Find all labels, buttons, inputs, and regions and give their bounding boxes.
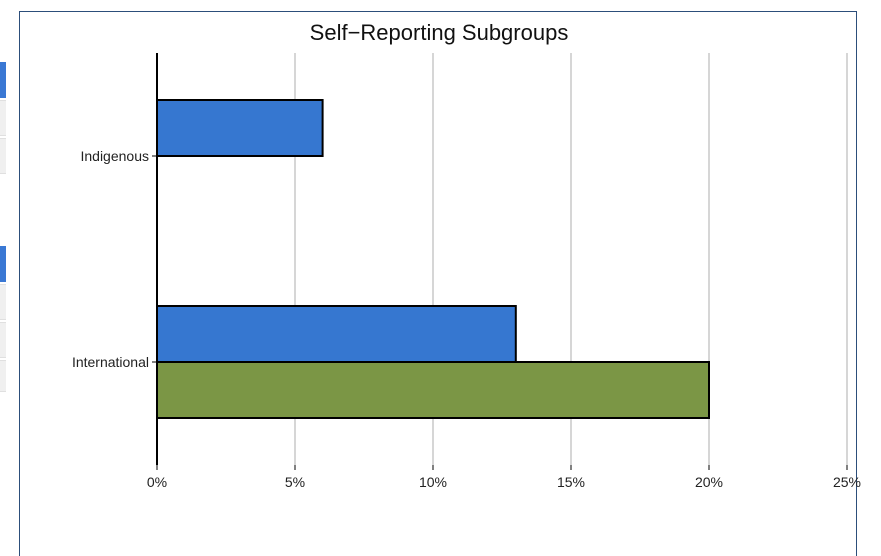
x-tick-label-4: 20%	[695, 474, 723, 490]
bars	[156, 99, 710, 419]
left-tab-active-1[interactable]	[0, 62, 6, 98]
left-tab-1[interactable]	[0, 100, 6, 136]
left-tab-2[interactable]	[0, 138, 6, 174]
bar-0-0	[156, 99, 324, 157]
left-tab-5[interactable]	[0, 360, 6, 392]
bar-1-0	[156, 305, 517, 363]
left-tab-active-2[interactable]	[0, 246, 6, 282]
y-tick-label-1: International	[72, 354, 149, 370]
left-tab-4[interactable]	[0, 322, 6, 358]
left-tab-3[interactable]	[0, 284, 6, 320]
chart-title: Self−Reporting Subgroups	[310, 20, 569, 45]
x-tick-label-5: 25%	[833, 474, 861, 490]
tick-labels: 0% 5% 10% 15% 20% 25% Indigenous International	[72, 148, 861, 490]
bar-1-1	[156, 361, 710, 419]
x-tick-label-1: 5%	[285, 474, 305, 490]
y-tick-label-0: Indigenous	[80, 148, 149, 164]
axes	[152, 53, 848, 470]
x-tick-label-3: 15%	[557, 474, 585, 490]
x-tick-label-0: 0%	[147, 474, 167, 490]
x-tick-label-2: 10%	[419, 474, 447, 490]
